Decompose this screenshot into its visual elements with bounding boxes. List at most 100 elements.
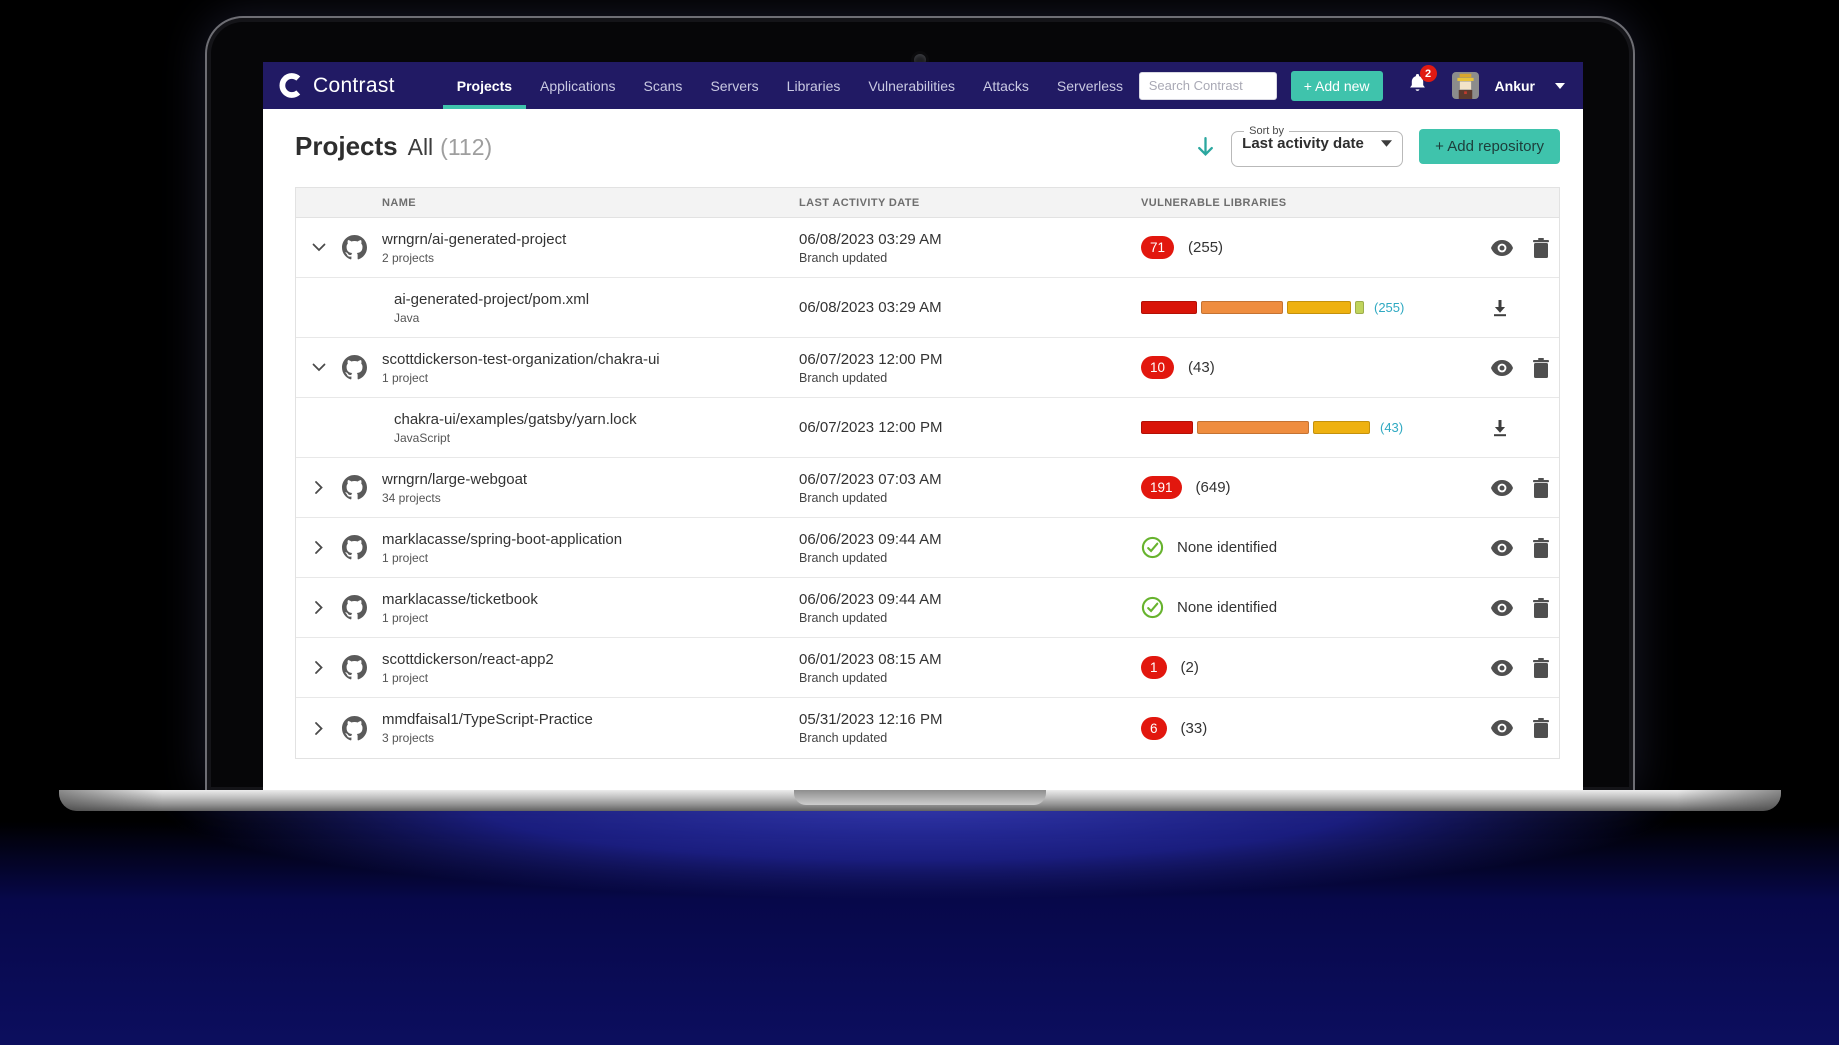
nav-item-scans[interactable]: Scans — [643, 77, 683, 94]
vuln-total-link[interactable]: (255) — [1374, 300, 1405, 315]
laptop-underside-glow — [79, 806, 1760, 926]
manifest-name[interactable]: ai-generated-project/pom.xml — [394, 290, 590, 308]
page-content: Projects All (112) Sort by Last activity… — [263, 109, 1583, 759]
download-icon[interactable] — [1491, 419, 1509, 437]
delete-icon[interactable] — [1533, 537, 1549, 558]
view-icon[interactable] — [1491, 239, 1513, 256]
delete-icon[interactable] — [1533, 718, 1549, 738]
table-row-child[interactable]: ai-generated-project/pom.xml Java 06/08/… — [296, 278, 1559, 338]
avatar[interactable] — [1451, 72, 1479, 99]
delete-icon[interactable] — [1533, 237, 1549, 258]
header-controls: Sort by Last activity date + Add reposit… — [1196, 125, 1560, 167]
vuln-total-link[interactable]: (43) — [1380, 420, 1404, 435]
severity-segment-medium — [1287, 301, 1351, 314]
nav-item-vulnerabilities[interactable]: Vulnerabilities — [868, 77, 956, 94]
nav-item-serverless[interactable]: Serverless — [1056, 77, 1124, 94]
page-filter: All — [407, 133, 434, 160]
vuln-count-badge[interactable]: 6 — [1141, 716, 1167, 740]
nav-right: + Add new 2 — [1138, 62, 1565, 109]
delete-icon[interactable] — [1533, 657, 1549, 678]
vuln-count-badge[interactable]: 191 — [1141, 476, 1182, 499]
top-navbar: Contrast Projects Applications Scans Ser… — [263, 62, 1583, 109]
chevron-right-icon[interactable] — [315, 481, 324, 495]
table-row[interactable]: wrngrn/ai-generated-project 2 projects 0… — [296, 218, 1559, 278]
view-icon[interactable] — [1491, 539, 1513, 556]
repo-name[interactable]: wrngrn/ai-generated-project — [382, 230, 567, 248]
table-row[interactable]: mmdfaisal1/TypeScript-Practice 3 project… — [296, 698, 1559, 758]
table-row[interactable]: scottdickerson/react-app2 1 project 06/0… — [296, 638, 1559, 698]
view-icon[interactable] — [1491, 359, 1513, 376]
chevron-right-icon[interactable] — [315, 541, 324, 555]
severity-segment-low — [1355, 301, 1364, 314]
vuln-count-badge[interactable]: 1 — [1141, 656, 1167, 679]
severity-segment-medium — [1313, 421, 1370, 434]
sort-dropdown[interactable]: Sort by Last activity date — [1231, 125, 1404, 167]
manifest-name[interactable]: chakra-ui/examples/gatsby/yarn.lock — [394, 410, 637, 428]
nav-item-applications[interactable]: Applications — [540, 77, 616, 94]
delete-icon[interactable] — [1533, 477, 1549, 498]
activity-type: Branch updated — [799, 550, 888, 565]
chevron-right-icon[interactable] — [315, 601, 324, 615]
view-icon[interactable] — [1491, 720, 1513, 736]
github-icon — [342, 655, 367, 680]
user-menu-caret-icon[interactable] — [1555, 82, 1565, 89]
user-name[interactable]: Ankur — [1494, 77, 1535, 94]
repo-subtitle: 2 projects — [382, 250, 435, 265]
vuln-total: (255) — [1188, 239, 1224, 256]
projects-table: NAME LAST ACTIVITY DATE VULNERABLE LIBRA… — [295, 187, 1560, 759]
vuln-total: (33) — [1180, 719, 1208, 737]
vuln-count-badge[interactable]: 71 — [1141, 236, 1175, 259]
github-icon — [342, 595, 367, 620]
view-icon[interactable] — [1491, 599, 1513, 616]
none-identified-label: None identified — [1177, 539, 1278, 556]
notifications-button[interactable]: 2 — [1407, 65, 1437, 99]
chevron-right-icon[interactable] — [315, 721, 324, 735]
repo-name[interactable]: wrngrn/large-webgoat — [382, 470, 528, 488]
last-activity-date: 06/06/2023 09:44 AM — [799, 590, 942, 608]
repo-subtitle: 1 project — [382, 370, 429, 385]
github-icon — [342, 235, 367, 260]
page-title: Projects — [295, 130, 398, 161]
repo-name[interactable]: mmdfaisal1/TypeScript-Practice — [382, 711, 593, 728]
severity-segment-high — [1201, 301, 1283, 314]
contrast-logo[interactable]: Contrast — [278, 62, 395, 109]
add-repository-button[interactable]: + Add repository — [1419, 128, 1560, 164]
view-icon[interactable] — [1491, 479, 1513, 496]
search-input[interactable] — [1138, 71, 1277, 100]
last-activity-date: 06/07/2023 07:03 AM — [799, 470, 942, 488]
nav-item-projects[interactable]: Projects — [442, 62, 527, 109]
table-row-child[interactable]: chakra-ui/examples/gatsby/yarn.lock Java… — [296, 398, 1559, 458]
activity-type: Branch updated — [799, 250, 888, 265]
vuln-count-badge[interactable]: 10 — [1141, 356, 1175, 379]
table-row[interactable]: marklacasse/ticketbook 1 project 06/06/2… — [296, 578, 1559, 638]
chevron-down-icon[interactable] — [312, 243, 326, 252]
check-circle-icon — [1141, 596, 1164, 619]
nav-item-attacks[interactable]: Attacks — [983, 77, 1029, 94]
page-header: Projects All (112) Sort by Last activity… — [295, 125, 1560, 167]
nav-item-libraries[interactable]: Libraries — [786, 77, 841, 94]
download-icon[interactable] — [1491, 299, 1509, 317]
delete-icon[interactable] — [1533, 357, 1549, 378]
github-icon — [342, 475, 367, 500]
repo-name[interactable]: marklacasse/ticketbook — [382, 590, 538, 608]
delete-icon[interactable] — [1533, 597, 1549, 618]
table-row[interactable]: marklacasse/spring-boot-application 1 pr… — [296, 518, 1559, 578]
repo-name[interactable]: scottdickerson/react-app2 — [382, 650, 554, 668]
repo-name[interactable]: scottdickerson-test-organization/chakra-… — [382, 350, 660, 368]
view-icon[interactable] — [1491, 659, 1513, 676]
repo-subtitle: 1 project — [382, 670, 429, 685]
vuln-total: (2) — [1180, 659, 1199, 676]
title-group: Projects All (112) — [295, 131, 492, 162]
chevron-right-icon[interactable] — [315, 661, 324, 675]
table-row[interactable]: wrngrn/large-webgoat 34 projects 06/07/2… — [296, 458, 1559, 518]
repo-name[interactable]: marklacasse/spring-boot-application — [382, 530, 623, 548]
chevron-down-icon[interactable] — [312, 363, 326, 372]
nav-item-servers[interactable]: Servers — [710, 77, 759, 94]
last-activity-date: 06/08/2023 03:29 AM — [799, 230, 942, 248]
add-new-button[interactable]: + Add new — [1290, 70, 1383, 101]
column-header-vuln: VULNERABLE LIBRARIES — [1141, 196, 1287, 209]
severity-segment-critical — [1141, 421, 1193, 434]
table-row[interactable]: scottdickerson-test-organization/chakra-… — [296, 338, 1559, 398]
sort-direction-icon[interactable] — [1196, 136, 1215, 157]
